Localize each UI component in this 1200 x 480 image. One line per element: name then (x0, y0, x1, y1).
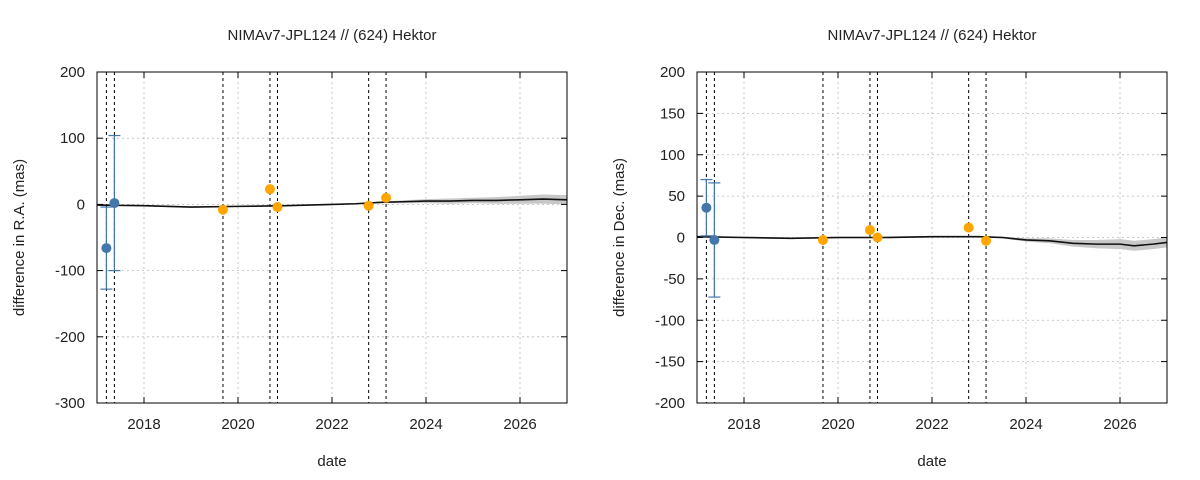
occultation-point (872, 232, 883, 243)
occultation-point (963, 222, 974, 233)
right-chart: -200 -150 -100 -50 0 50 100 150 200 2018 2020 2022 2… (611, 27, 1168, 470)
y-tick-label: -200 (655, 395, 685, 412)
occultation-point (363, 200, 374, 211)
y-tick-label: -150 (655, 354, 685, 371)
y-tick-label: -100 (655, 312, 685, 329)
occultation-point (864, 225, 875, 236)
model-curve (696, 235, 1168, 247)
chart-title: NIMAv7-JPL124 // (624) Hektor (228, 27, 437, 44)
gaia-point (701, 202, 712, 213)
x-tick-label: 2020 (821, 416, 854, 433)
occultation-point (264, 184, 275, 195)
y-tick-label: -300 (55, 395, 85, 412)
chart-title: NIMAv7-JPL124 // (624) Hektor (828, 27, 1037, 44)
y-tick-label: -200 (55, 329, 85, 346)
occultation-point (981, 235, 992, 246)
x-tick-label: 2026 (1103, 416, 1136, 433)
uncertainty-band (697, 235, 1167, 251)
occultation-point (817, 234, 828, 245)
occultation-point (272, 202, 283, 213)
gaia-point (109, 198, 120, 209)
x-tick-label: 2018 (127, 416, 160, 433)
gaia-point (101, 243, 112, 254)
y-tick-label: 0 (677, 230, 685, 247)
y-tick-label: 200 (660, 64, 685, 81)
y-tick-label: 100 (660, 147, 685, 164)
occultation-point (217, 204, 228, 215)
y-tick-label: 200 (60, 64, 85, 81)
x-axis-label: date (917, 453, 946, 470)
x-tick-label: 2022 (315, 416, 348, 433)
y-tick-label: 0 (77, 196, 85, 213)
x-tick-label: 2026 (503, 416, 536, 433)
y-tick-label: 50 (668, 188, 685, 205)
y-axis-label: difference in R.A. (mas) (11, 159, 28, 316)
x-tick-label: 2020 (221, 416, 254, 433)
model-curve (96, 198, 568, 208)
left-chart: -300 -200 -100 0 100 200 2018 2020 2022 2024 2026 N… (11, 27, 568, 470)
y-tick-label: -50 (663, 271, 685, 288)
y-axis-label: difference in Dec. (mas) (611, 158, 628, 317)
x-tick-label: 2018 (727, 416, 760, 433)
gaia-point (709, 234, 720, 245)
y-tick-label: 150 (660, 105, 685, 122)
y-tick-label: -100 (55, 263, 85, 280)
x-tick-label: 2024 (409, 416, 442, 433)
x-tick-label: 2022 (915, 416, 948, 433)
x-tick-label: 2024 (1009, 416, 1042, 433)
x-axis-label: date (317, 453, 346, 470)
occultation-point (381, 192, 392, 203)
y-tick-label: 100 (60, 130, 85, 147)
